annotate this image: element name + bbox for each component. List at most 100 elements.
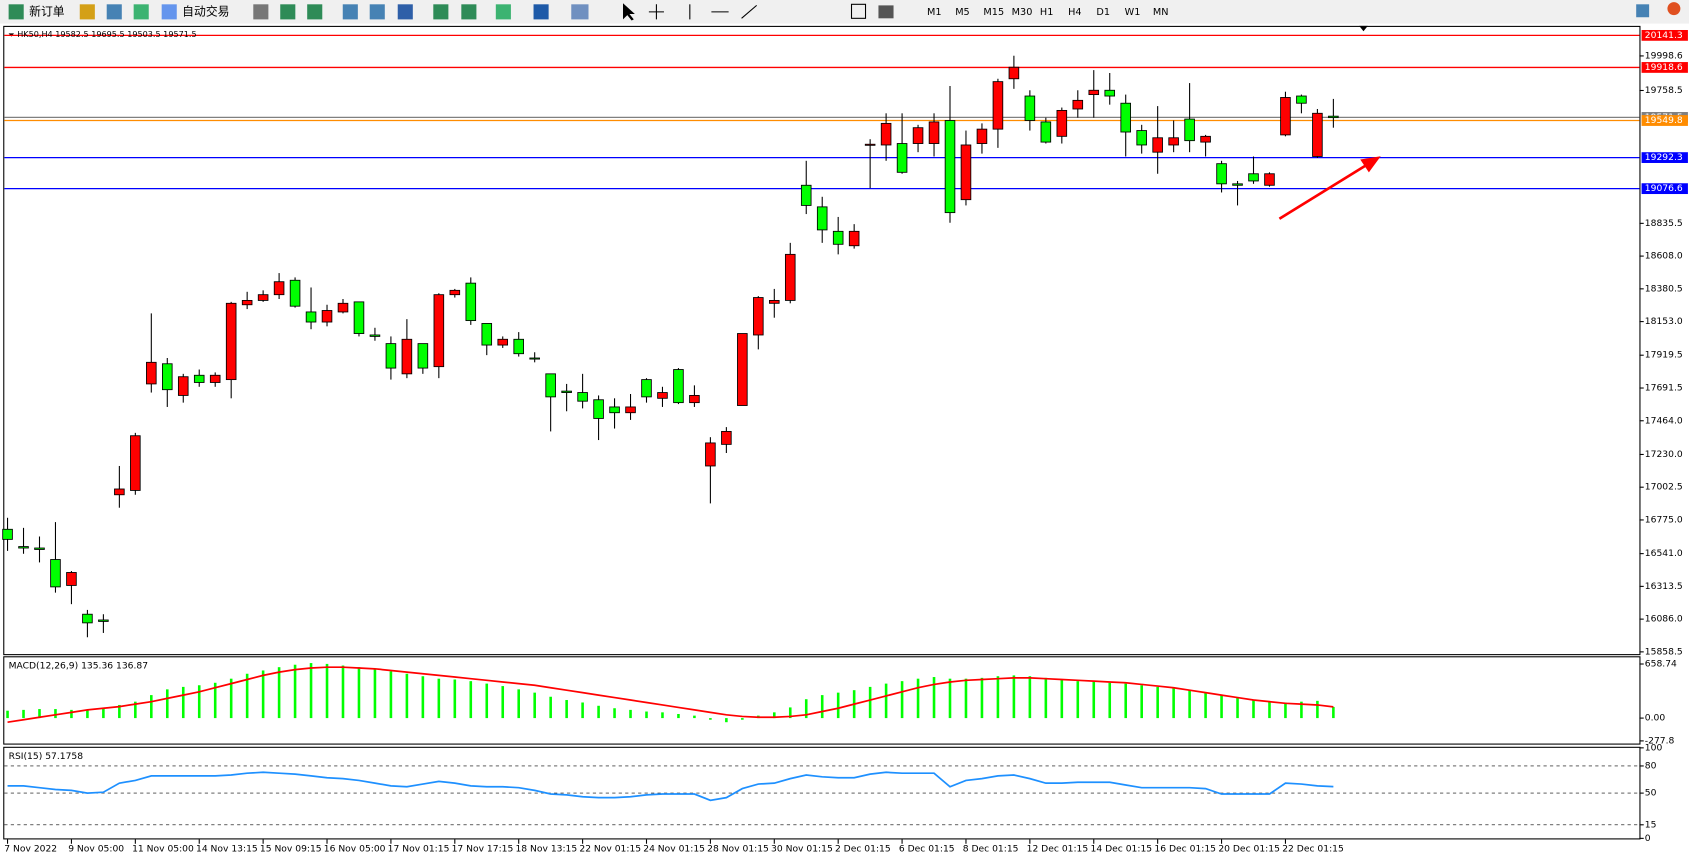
candle-body (561, 390, 572, 393)
candle-body (1120, 102, 1131, 133)
candle-body (896, 143, 908, 173)
candle-body (944, 120, 956, 214)
new-order-icon[interactable] (8, 4, 24, 20)
icon[interactable] (433, 4, 449, 20)
price-level-tag (1641, 115, 1688, 126)
x-tick-label: 24 Nov 01:15 (643, 844, 705, 855)
price-level-tag (1641, 183, 1688, 195)
icon[interactable] (79, 4, 95, 20)
zoom-out[interactable] (369, 4, 385, 20)
macd-bar (293, 664, 297, 719)
main-panel (3, 25, 1641, 656)
cursor-tool[interactable] (623, 3, 635, 21)
arrow-shaft (1278, 163, 1368, 220)
candle-body (1200, 135, 1211, 143)
icon[interactable] (397, 4, 413, 20)
macd-bar (86, 709, 89, 719)
auto-trading-button[interactable]: 自动交易 (182, 4, 229, 18)
crosshair-tool[interactable] (648, 4, 664, 20)
macd-bar (629, 709, 632, 719)
x-tick-label: 28 Nov 01:15 (707, 844, 769, 855)
macd-panel (3, 656, 1641, 745)
macd-bar (964, 678, 968, 719)
macd-bar (1236, 697, 1239, 719)
macd-bar (1220, 695, 1223, 719)
search[interactable] (1636, 4, 1650, 18)
macd-bar (1092, 681, 1096, 719)
candle-body (1056, 109, 1068, 137)
candle-body (385, 343, 397, 369)
y-tick-label: 0.00 (1645, 713, 1666, 724)
macd-bar (996, 676, 1000, 719)
candle-body (1104, 89, 1116, 97)
timeframe-button[interactable]: MN (1153, 7, 1169, 18)
macd-bar (213, 682, 217, 719)
candle-body (321, 310, 333, 323)
icon[interactable] (461, 4, 477, 20)
notification[interactable] (1667, 2, 1681, 16)
indicators[interactable] (495, 4, 511, 20)
candle-body (146, 361, 157, 385)
candle-body (98, 619, 109, 622)
icon[interactable] (253, 4, 269, 20)
periods[interactable] (533, 4, 549, 20)
templates[interactable] (571, 4, 589, 20)
candle-body (753, 297, 764, 336)
macd-bar (437, 678, 441, 719)
y-tick-label: 17464.0 (1645, 415, 1683, 426)
candle-body (1312, 112, 1323, 157)
new-order-button[interactable]: 新订单 (29, 4, 65, 18)
x-tick-label: 30 Nov 01:15 (771, 844, 833, 855)
timeframe-button[interactable]: M1 (927, 7, 942, 18)
icon[interactable] (307, 4, 323, 20)
candle-body (34, 547, 45, 550)
candle-body (1088, 89, 1100, 96)
annotation-arrow (1278, 156, 1381, 220)
macd-bar (309, 663, 313, 719)
shapes-tool[interactable] (878, 5, 894, 19)
macd-bar (948, 678, 952, 719)
candle-body (66, 572, 77, 586)
candle-body (241, 299, 253, 306)
candle-body (257, 294, 269, 301)
candle-body (912, 127, 924, 144)
macd-bar (150, 695, 153, 719)
timeframe-button[interactable]: H4 (1068, 7, 1081, 18)
y-tick-label: 80 (1645, 760, 1657, 771)
toolbar-bg (0, 0, 1689, 24)
macd-bar (1044, 677, 1048, 719)
candle-body (928, 121, 940, 144)
macd-bar (1060, 679, 1064, 719)
candle-body (992, 81, 1004, 130)
candle-body (721, 430, 732, 445)
macd-bar (341, 665, 345, 719)
macd-bar (197, 685, 201, 719)
macd-bar (788, 707, 792, 719)
trendline-tool[interactable] (741, 4, 758, 19)
timeframe-button[interactable]: H1 (1040, 7, 1053, 18)
price-level-label: 20141.3 (1645, 30, 1683, 41)
timeframe-button[interactable]: M15 (983, 7, 1004, 18)
candle-body (769, 299, 780, 304)
timeframe-button[interactable]: M5 (955, 7, 970, 18)
candle-body (737, 333, 748, 406)
candle-body (641, 379, 652, 398)
y-tick-label: 18380.5 (1645, 283, 1683, 294)
icon[interactable] (106, 4, 122, 20)
label-tool[interactable] (850, 3, 867, 19)
candle-body (832, 230, 844, 245)
timeframe-button[interactable]: M30 (1012, 7, 1033, 18)
auto-trading-icon[interactable] (161, 4, 177, 20)
timeframe-button[interactable]: D1 (1096, 7, 1110, 18)
x-tick-label: 17 Nov 01:15 (388, 844, 450, 855)
y-tick-label: 658.74 (1645, 659, 1677, 670)
candle-body (880, 122, 892, 146)
icon[interactable] (133, 4, 149, 20)
zoom-in[interactable] (342, 4, 358, 20)
timeframe-button[interactable]: W1 (1125, 7, 1141, 18)
icon[interactable] (280, 4, 296, 20)
macd-bar (134, 701, 137, 719)
macd-bar (261, 670, 265, 719)
y-tick-label: 100 (1645, 742, 1663, 753)
candle-body (193, 374, 205, 383)
